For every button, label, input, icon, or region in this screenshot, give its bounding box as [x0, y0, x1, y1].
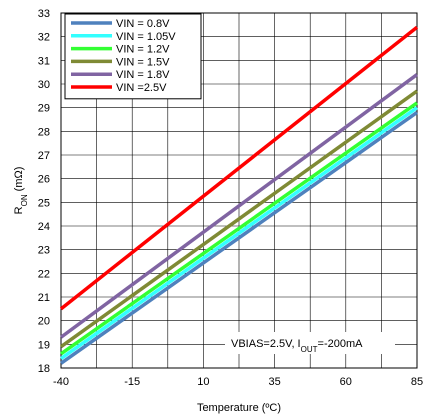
y-tick-label: 22: [38, 268, 50, 280]
legend-label: VIN = 1.05V: [116, 31, 176, 43]
x-tick-label: 10: [197, 376, 209, 388]
x-tick-label: 85: [411, 376, 423, 388]
x-tick-label: 35: [268, 376, 280, 388]
annotation-text: VBIAS=2.5V, IOUT=-200mA: [231, 338, 363, 354]
y-tick-label: 21: [38, 292, 50, 304]
y-tick-label: 18: [38, 363, 50, 375]
y-tick-label: 25: [38, 197, 50, 209]
y-tick-label: 30: [38, 79, 50, 91]
series-line: [59, 110, 419, 365]
y-tick-label: 32: [38, 32, 50, 44]
plot-frame: [60, 12, 418, 369]
series-lines: [59, 25, 419, 365]
annotation-box: [225, 332, 395, 354]
x-tick-label: -40: [53, 376, 69, 388]
y-tick-label: 29: [38, 103, 50, 115]
series-line: [59, 101, 419, 356]
annotation: VBIAS=2.5V, IOUT=-200mA: [225, 332, 395, 354]
y-tick-label: 19: [38, 339, 50, 351]
x-tick-label: 60: [340, 376, 352, 388]
y-tick-label: 27: [38, 150, 50, 162]
y-tick-label: 28: [38, 126, 50, 138]
legend-label: VIN = 1.2V: [116, 44, 170, 56]
legend-label: VIN = 0.8V: [116, 18, 170, 30]
y-tick-label: 33: [38, 8, 50, 20]
series-line: [59, 89, 419, 349]
y-tick-label: 26: [38, 174, 50, 186]
legend-label: VIN = 1.8V: [116, 69, 170, 81]
y-tick-labels: 18 19 20 21 22 23 24 25 26 27 28 29 30 31 32 33: [38, 8, 50, 375]
x-tick-labels: -40 -15 10 35 60 85: [53, 376, 423, 388]
legend-label: VIN =2.5V: [116, 82, 167, 94]
y-tick-label: 24: [38, 221, 50, 233]
series-line: [59, 73, 419, 339]
legend-box: [64, 13, 202, 100]
series-line: [59, 25, 419, 311]
legend-label: VIN = 1.5V: [116, 56, 170, 68]
series-line: [59, 106, 419, 360]
y-axis-title: RON (mΩ): [13, 167, 29, 215]
y-tick-label: 23: [38, 245, 50, 257]
x-axis-title: Temperature (ºC): [197, 402, 281, 414]
x-tick-label: -15: [124, 376, 140, 388]
y-tick-label: 20: [38, 316, 50, 328]
y-tick-label: 31: [38, 55, 50, 67]
